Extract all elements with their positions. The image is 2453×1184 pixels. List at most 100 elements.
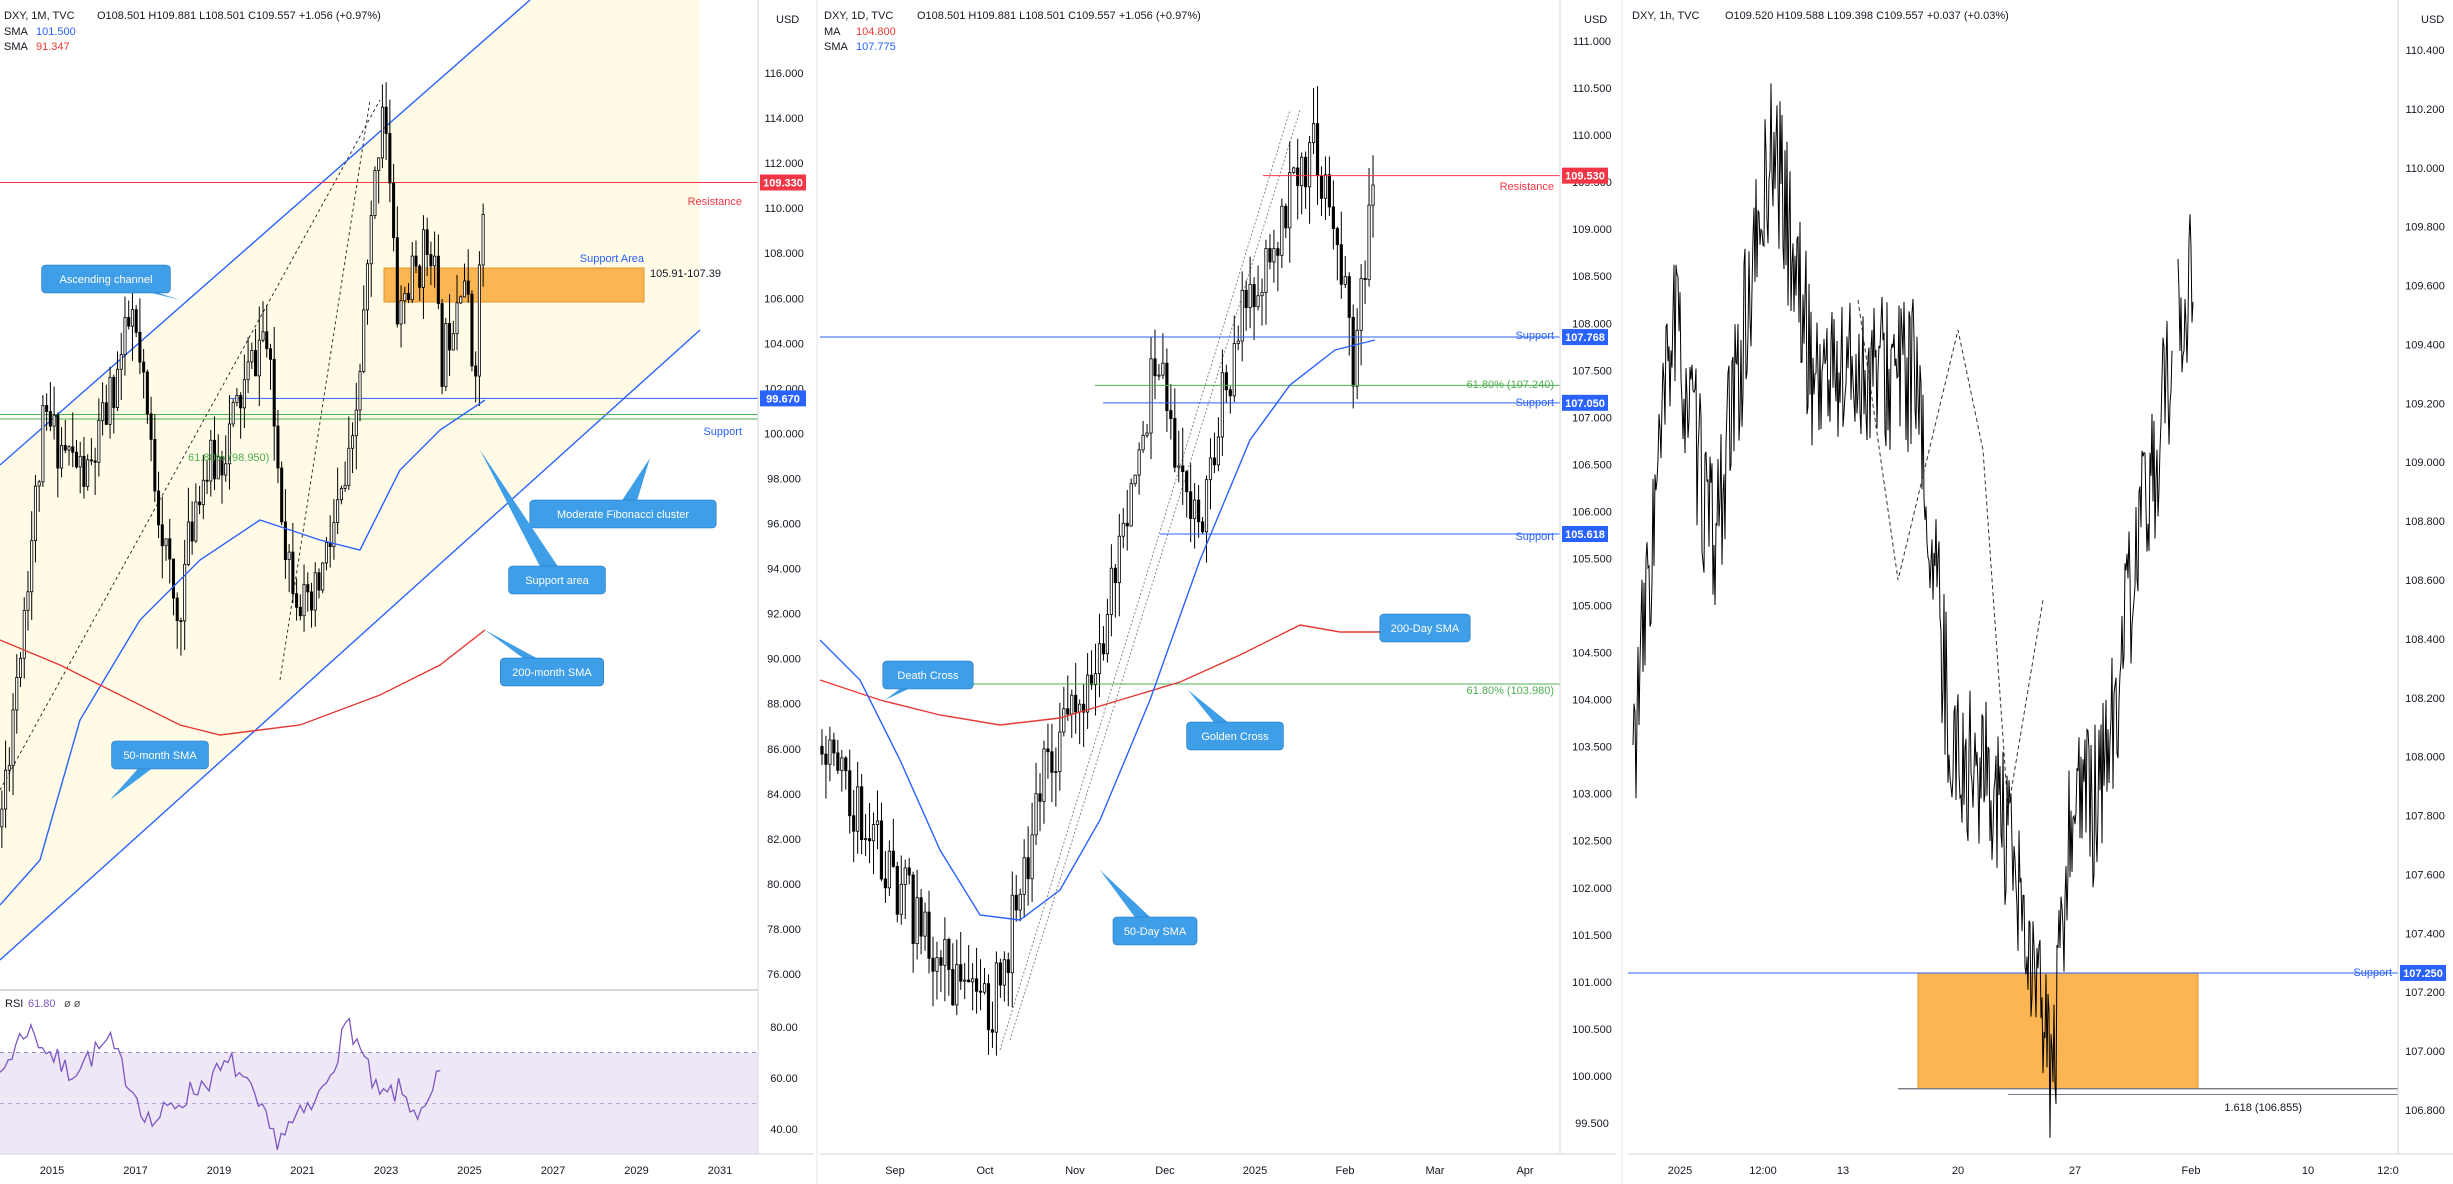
daily-candle-body	[1113, 567, 1117, 584]
monthly-candle-body	[354, 409, 358, 437]
monthly-price-tick: 106.000	[764, 293, 804, 305]
daily-candle-body	[848, 770, 852, 817]
hourly-time-tick: 12:0	[2377, 1165, 2398, 1177]
hourly-price-axis[interactable]	[2398, 0, 2453, 1184]
hourly-price-tick: 109.400	[2405, 339, 2445, 351]
hourly-price-line	[1632, 83, 2173, 1138]
daily-candle-body	[1331, 206, 1335, 229]
daily-fib-label-1: 61.80% (107.240)	[1467, 379, 1554, 391]
daily-resistance-label: Resistance	[1500, 181, 1554, 193]
daily-candle-body	[1280, 205, 1284, 256]
daily-candle-body	[1141, 434, 1145, 451]
daily-support-label-3: Support	[1515, 531, 1554, 543]
callout-50-day-sma-box[interactable]	[1112, 916, 1198, 946]
daily-candle-body	[1177, 465, 1181, 468]
daily-price-tick: 110.500	[1573, 83, 1612, 95]
daily-candle-body	[903, 867, 907, 885]
daily-price-tick: 104.000	[1572, 695, 1612, 707]
daily-candle-body	[1244, 289, 1248, 308]
fib-projection-1	[0, 99, 381, 791]
monthly-price-axis[interactable]	[758, 0, 814, 1184]
panel-hourly-symbol[interactable]: DXY, 1h, TVC	[1632, 10, 1700, 22]
callout-200-day-sma-box[interactable]	[1379, 613, 1471, 643]
monthly-candle-body	[26, 591, 30, 611]
hourly-support-label: Support	[2353, 967, 2392, 979]
callout-death-cross-box[interactable]	[882, 660, 974, 690]
callout-50-month-sma-box[interactable]	[111, 740, 209, 770]
monthly-candle-body	[220, 456, 224, 476]
monthly-candle-body	[89, 459, 93, 462]
daily-candle-body	[1228, 389, 1232, 397]
monthly-candle-body	[30, 540, 34, 593]
callout-golden-cross-box[interactable]	[1186, 721, 1284, 751]
rsi-tick: 40.00	[770, 1124, 798, 1136]
daily-candle-body	[923, 911, 927, 937]
daily-candle-body	[1276, 248, 1280, 256]
daily-candle-body	[1093, 673, 1098, 686]
monthly-candle-body	[351, 435, 355, 449]
callout-200-month-sma-box[interactable]	[500, 657, 604, 687]
sma-50-line	[0, 399, 486, 906]
panel-daily-symbol[interactable]: DXY, 1D, TVC	[824, 10, 893, 22]
daily-candle-body	[1002, 959, 1006, 986]
daily-candle-body	[899, 883, 903, 915]
monthly-candle-body	[291, 551, 295, 595]
callout-fib-cluster-box[interactable]	[529, 499, 717, 529]
hourly-price-tick: 110.000	[2406, 163, 2445, 175]
time-tick: 2025	[457, 1165, 481, 1177]
monthly-candle-body	[339, 488, 343, 501]
daily-price-tick: 109.000	[1572, 224, 1612, 236]
daily-candle-body	[1189, 491, 1193, 520]
hourly-time-tick: 12:00	[1749, 1165, 1777, 1177]
hourly-tag-support: 107.250	[2403, 968, 2443, 980]
daily-price-tick: 99.500	[1575, 1118, 1609, 1130]
monthly-time-axis[interactable]	[0, 1154, 814, 1184]
monthly-candle-body	[276, 425, 280, 469]
price-tag-support-bg	[760, 390, 806, 407]
daily-candle-body	[1296, 167, 1300, 186]
hourly-price-tick: 109.000	[2405, 457, 2445, 469]
daily-candle-body	[1153, 358, 1157, 377]
daily-candle-body	[860, 786, 864, 841]
daily-candle-body	[1014, 894, 1018, 911]
hourly-time-tick: 13	[1837, 1165, 1849, 1177]
daily-candle-body	[840, 757, 844, 771]
daily-panel: Resistance Support 61.80% (107.240) Support…	[819, 0, 1616, 1184]
daily-support-label-1: Support	[1515, 330, 1554, 342]
hourly-time-tick: 10	[2302, 1165, 2314, 1177]
daily-price-axis[interactable]	[1560, 0, 1616, 1184]
daily-price-tick: 101.500	[1572, 930, 1612, 942]
daily-candle-body	[1089, 674, 1094, 686]
daily-candle-body	[1121, 522, 1125, 537]
monthly-price-tick: 80.000	[767, 879, 801, 891]
hourly-time-tick: 20	[1952, 1165, 1964, 1177]
daily-candle-body	[994, 962, 999, 1033]
sma-200-line	[0, 629, 486, 736]
daily-price-tick: 102.500	[1572, 836, 1612, 848]
support-area-label: Support Area	[580, 253, 645, 265]
daily-time-axis[interactable]	[820, 1154, 1616, 1184]
daily-candle-body	[1248, 284, 1252, 308]
monthly-candle-body	[78, 455, 82, 468]
monthly-price-tick: 108.000	[764, 248, 804, 260]
callout-fib-cluster: Moderate Fibonacci cluster	[557, 509, 689, 521]
indicator-label: SMA	[4, 41, 29, 53]
monthly-candle-body	[93, 460, 97, 463]
daily-candle-body	[820, 745, 824, 755]
monthly-candle-body	[466, 280, 470, 295]
daily-candle-body	[1097, 643, 1102, 675]
hourly-price-tick: 107.600	[2405, 869, 2445, 881]
daily-candle-body	[1347, 276, 1351, 318]
daily-price-tick: 103.500	[1572, 742, 1612, 754]
hourly-price-tick: 107.200	[2405, 987, 2445, 999]
daily-price-tick: 106.000	[1572, 506, 1612, 518]
monthly-candle-body	[104, 402, 108, 425]
daily-price-tick: 101.000	[1572, 977, 1612, 989]
hourly-time-axis[interactable]	[1628, 1154, 2453, 1184]
callout-ascending-channel-box[interactable]	[41, 264, 171, 294]
callout-support-area-box[interactable]	[508, 565, 606, 595]
panel-monthly-symbol[interactable]: DXY, 1M, TVC	[4, 10, 75, 22]
monthly-candle-body	[201, 479, 205, 506]
daily-price-tick: 111.000	[1573, 36, 1611, 48]
